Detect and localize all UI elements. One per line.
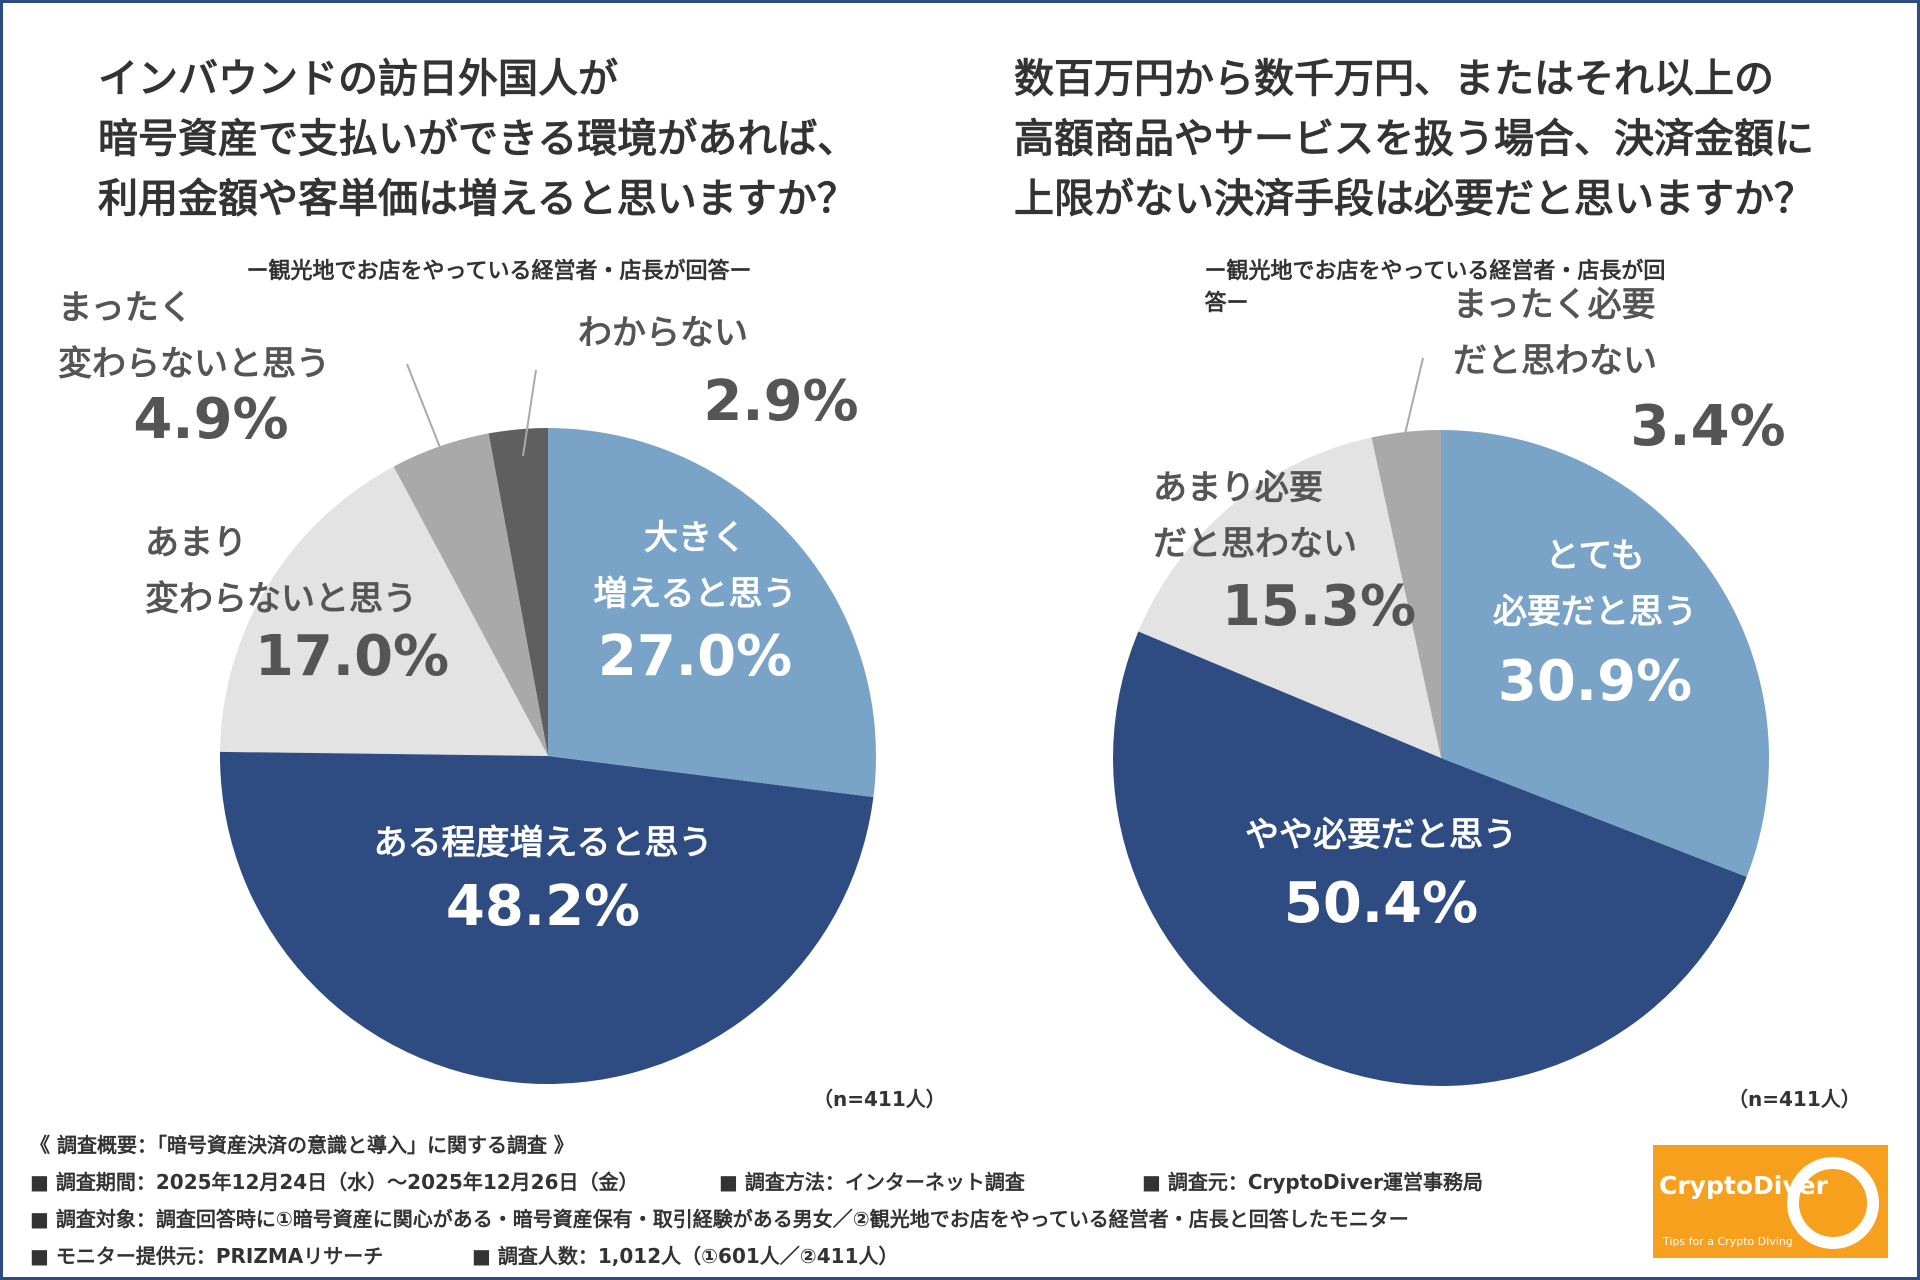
value-label: 3.4% (1630, 394, 1786, 459)
slice-label: まったく必要 だと思わない (1453, 285, 1657, 381)
slice-label: あまり 変わらないと思う (145, 523, 417, 619)
leader-line (1404, 357, 1424, 435)
footer-item: ■ 調査期間：2025年12月24日（水）～2025年12月26日（金） (30, 1170, 639, 1194)
slice-label: わからない (578, 313, 748, 353)
pie-slice (393, 433, 548, 756)
chart-title: 数百万円から数千万円、またはそれ以上の 高額商品やサービスを扱う場合、決済金額に… (1014, 56, 1814, 222)
slice-label: 大きく 増えると思う (593, 518, 797, 614)
slice-label: やや必要だと思う (1245, 815, 1517, 855)
charts (220, 357, 1888, 1258)
pie-slice (220, 751, 874, 1085)
sample-note: （n=411人） (813, 1087, 946, 1111)
slice-label: ある程度増えると思う (373, 823, 713, 863)
logo-tagline: Tips for a Crypto Diving (1663, 1235, 1793, 1248)
footer-item: ■ 調査人数：1,012人（①601人／②411人） (472, 1244, 899, 1268)
slice-label: まったく 変わらないと思う (58, 288, 330, 384)
value-label: 50.4% (1283, 871, 1479, 936)
leader-line (522, 369, 537, 457)
pie-slice (1113, 631, 1747, 1086)
pie-slice (1138, 437, 1441, 758)
pie-slice (548, 428, 876, 798)
footer-item: ■ モニター提供元：PRIZMAリサーチ (30, 1244, 384, 1268)
subtitle: ー観光地でお店をやっている経営者・店長が回答ー (1204, 259, 1666, 316)
pie-slice (1371, 430, 1441, 758)
slice-label: とても 必要だと思う (1493, 536, 1697, 632)
footer-item: ■ 調査対象：調査回答時に①暗号資産に関心がある・暗号資産保有・取引経験がある男… (30, 1207, 1409, 1231)
footer-heading: 《 調査概要：「暗号資産決済の意識と導入」に関する調査 》 (30, 1133, 574, 1157)
leader-line (406, 363, 442, 451)
footer-item: ■ 調査元：CryptoDiver運営事務局 (1142, 1170, 1483, 1194)
value-label: 4.9% (133, 387, 289, 452)
logo-name: CryptoDiver (1659, 1171, 1828, 1200)
value-label: 17.0% (254, 624, 450, 689)
subtitle: ー観光地でお店をやっている経営者・店長が回答ー (246, 259, 752, 284)
value-label: 2.9% (703, 369, 859, 434)
slice-label: あまり必要 だと思わない (1153, 468, 1357, 564)
value-label: 15.3% (1221, 574, 1417, 639)
sample-note: （n=411人） (1728, 1087, 1861, 1111)
chart-title: インバウンドの訪日外国人が 暗号資産で支払いができる環境があれば、 利用金額や客… (98, 56, 858, 222)
pie-slice (220, 466, 549, 756)
value-label: 27.0% (597, 624, 793, 689)
logo-mark (1787, 1157, 1879, 1249)
pie-slice (488, 428, 548, 756)
value-label: 48.2% (445, 874, 641, 939)
value-label: 30.9% (1497, 649, 1693, 714)
footer-item: ■ 調査方法：インターネット調査 (719, 1170, 1025, 1194)
pie-slice (1441, 430, 1769, 877)
